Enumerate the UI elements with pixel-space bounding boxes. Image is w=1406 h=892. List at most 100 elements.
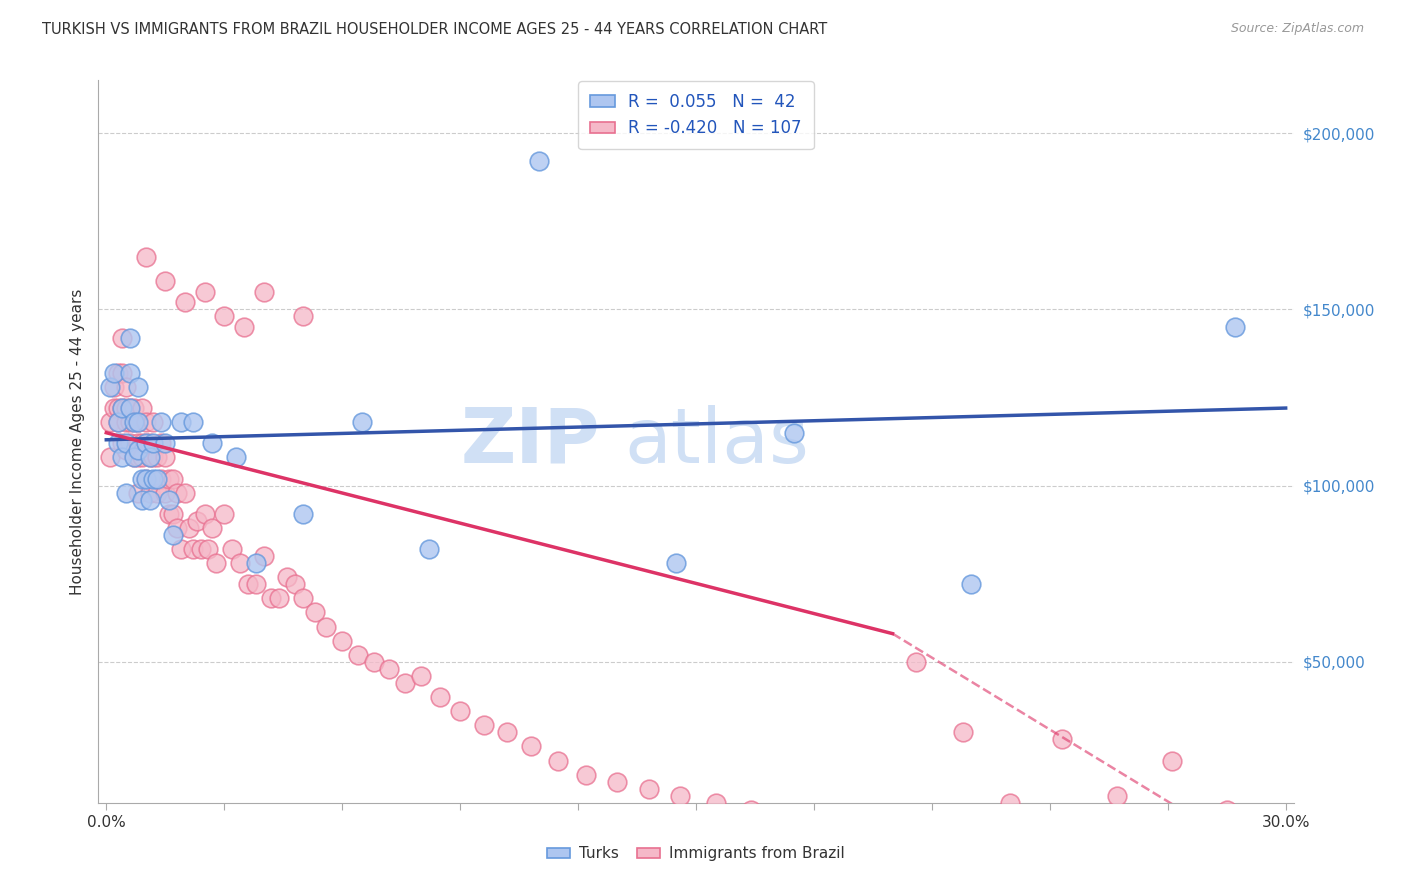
Point xyxy=(142,471,165,485)
Point xyxy=(245,556,267,570)
Point xyxy=(378,662,401,676)
Point xyxy=(155,485,177,500)
Point xyxy=(138,485,160,500)
Point xyxy=(350,415,373,429)
Point xyxy=(138,450,160,465)
Point xyxy=(315,619,337,633)
Point xyxy=(135,471,157,485)
Point xyxy=(197,542,219,557)
Point xyxy=(347,648,370,662)
Point xyxy=(155,450,177,465)
Point xyxy=(98,415,121,429)
Point xyxy=(225,450,247,465)
Point xyxy=(1105,789,1128,803)
Point xyxy=(98,450,121,465)
Point xyxy=(138,450,160,465)
Point xyxy=(107,401,129,415)
Point xyxy=(111,366,134,380)
Point xyxy=(575,767,598,781)
Point xyxy=(118,401,141,415)
Point xyxy=(284,577,307,591)
Point xyxy=(146,471,169,485)
Point xyxy=(115,415,138,429)
Point xyxy=(252,549,274,563)
Point xyxy=(103,380,125,394)
Point xyxy=(637,781,659,796)
Point xyxy=(157,471,180,485)
Point xyxy=(291,310,314,324)
Point xyxy=(291,591,314,606)
Point xyxy=(118,401,141,415)
Point xyxy=(205,556,228,570)
Point xyxy=(212,310,235,324)
Point xyxy=(1160,754,1182,768)
Point xyxy=(232,320,254,334)
Point xyxy=(779,810,801,824)
Point xyxy=(166,521,188,535)
Point xyxy=(177,521,200,535)
Point xyxy=(118,366,141,380)
Point xyxy=(472,718,495,732)
Point xyxy=(606,774,628,789)
Point xyxy=(150,436,173,450)
Point xyxy=(418,542,440,557)
Point xyxy=(162,471,184,485)
Point xyxy=(449,704,471,718)
Point xyxy=(111,401,134,415)
Point xyxy=(260,591,283,606)
Point xyxy=(115,436,138,450)
Point xyxy=(818,817,841,831)
Point xyxy=(269,591,291,606)
Point xyxy=(162,507,184,521)
Point xyxy=(138,436,160,450)
Point xyxy=(229,556,252,570)
Point xyxy=(740,803,762,817)
Point xyxy=(1223,320,1246,334)
Point xyxy=(704,796,727,810)
Point xyxy=(127,450,149,465)
Point xyxy=(155,274,177,288)
Point xyxy=(146,450,169,465)
Point xyxy=(252,285,274,299)
Point xyxy=(181,542,204,557)
Point xyxy=(115,485,138,500)
Point xyxy=(107,436,129,450)
Point xyxy=(127,485,149,500)
Point xyxy=(103,401,125,415)
Point xyxy=(142,450,165,465)
Point xyxy=(142,415,165,429)
Text: ZIP: ZIP xyxy=(461,405,600,478)
Point xyxy=(157,507,180,521)
Point xyxy=(118,415,141,429)
Point xyxy=(127,443,149,458)
Point xyxy=(157,492,180,507)
Point xyxy=(135,436,157,450)
Point xyxy=(960,577,983,591)
Point xyxy=(142,436,165,450)
Point xyxy=(103,366,125,380)
Point xyxy=(783,425,806,440)
Point xyxy=(111,330,134,344)
Point xyxy=(186,514,208,528)
Point xyxy=(669,789,692,803)
Point xyxy=(429,690,451,704)
Point xyxy=(236,577,259,591)
Point xyxy=(107,366,129,380)
Point xyxy=(193,285,215,299)
Point xyxy=(118,436,141,450)
Point xyxy=(245,577,267,591)
Point xyxy=(111,450,134,465)
Point xyxy=(131,436,153,450)
Point xyxy=(496,725,519,739)
Point xyxy=(131,471,153,485)
Point xyxy=(122,415,145,429)
Point xyxy=(155,436,177,450)
Point xyxy=(547,754,569,768)
Point xyxy=(122,450,145,465)
Point xyxy=(127,436,149,450)
Point xyxy=(1050,732,1073,747)
Point xyxy=(394,676,416,690)
Point xyxy=(1215,803,1237,817)
Point xyxy=(201,436,224,450)
Point xyxy=(291,507,314,521)
